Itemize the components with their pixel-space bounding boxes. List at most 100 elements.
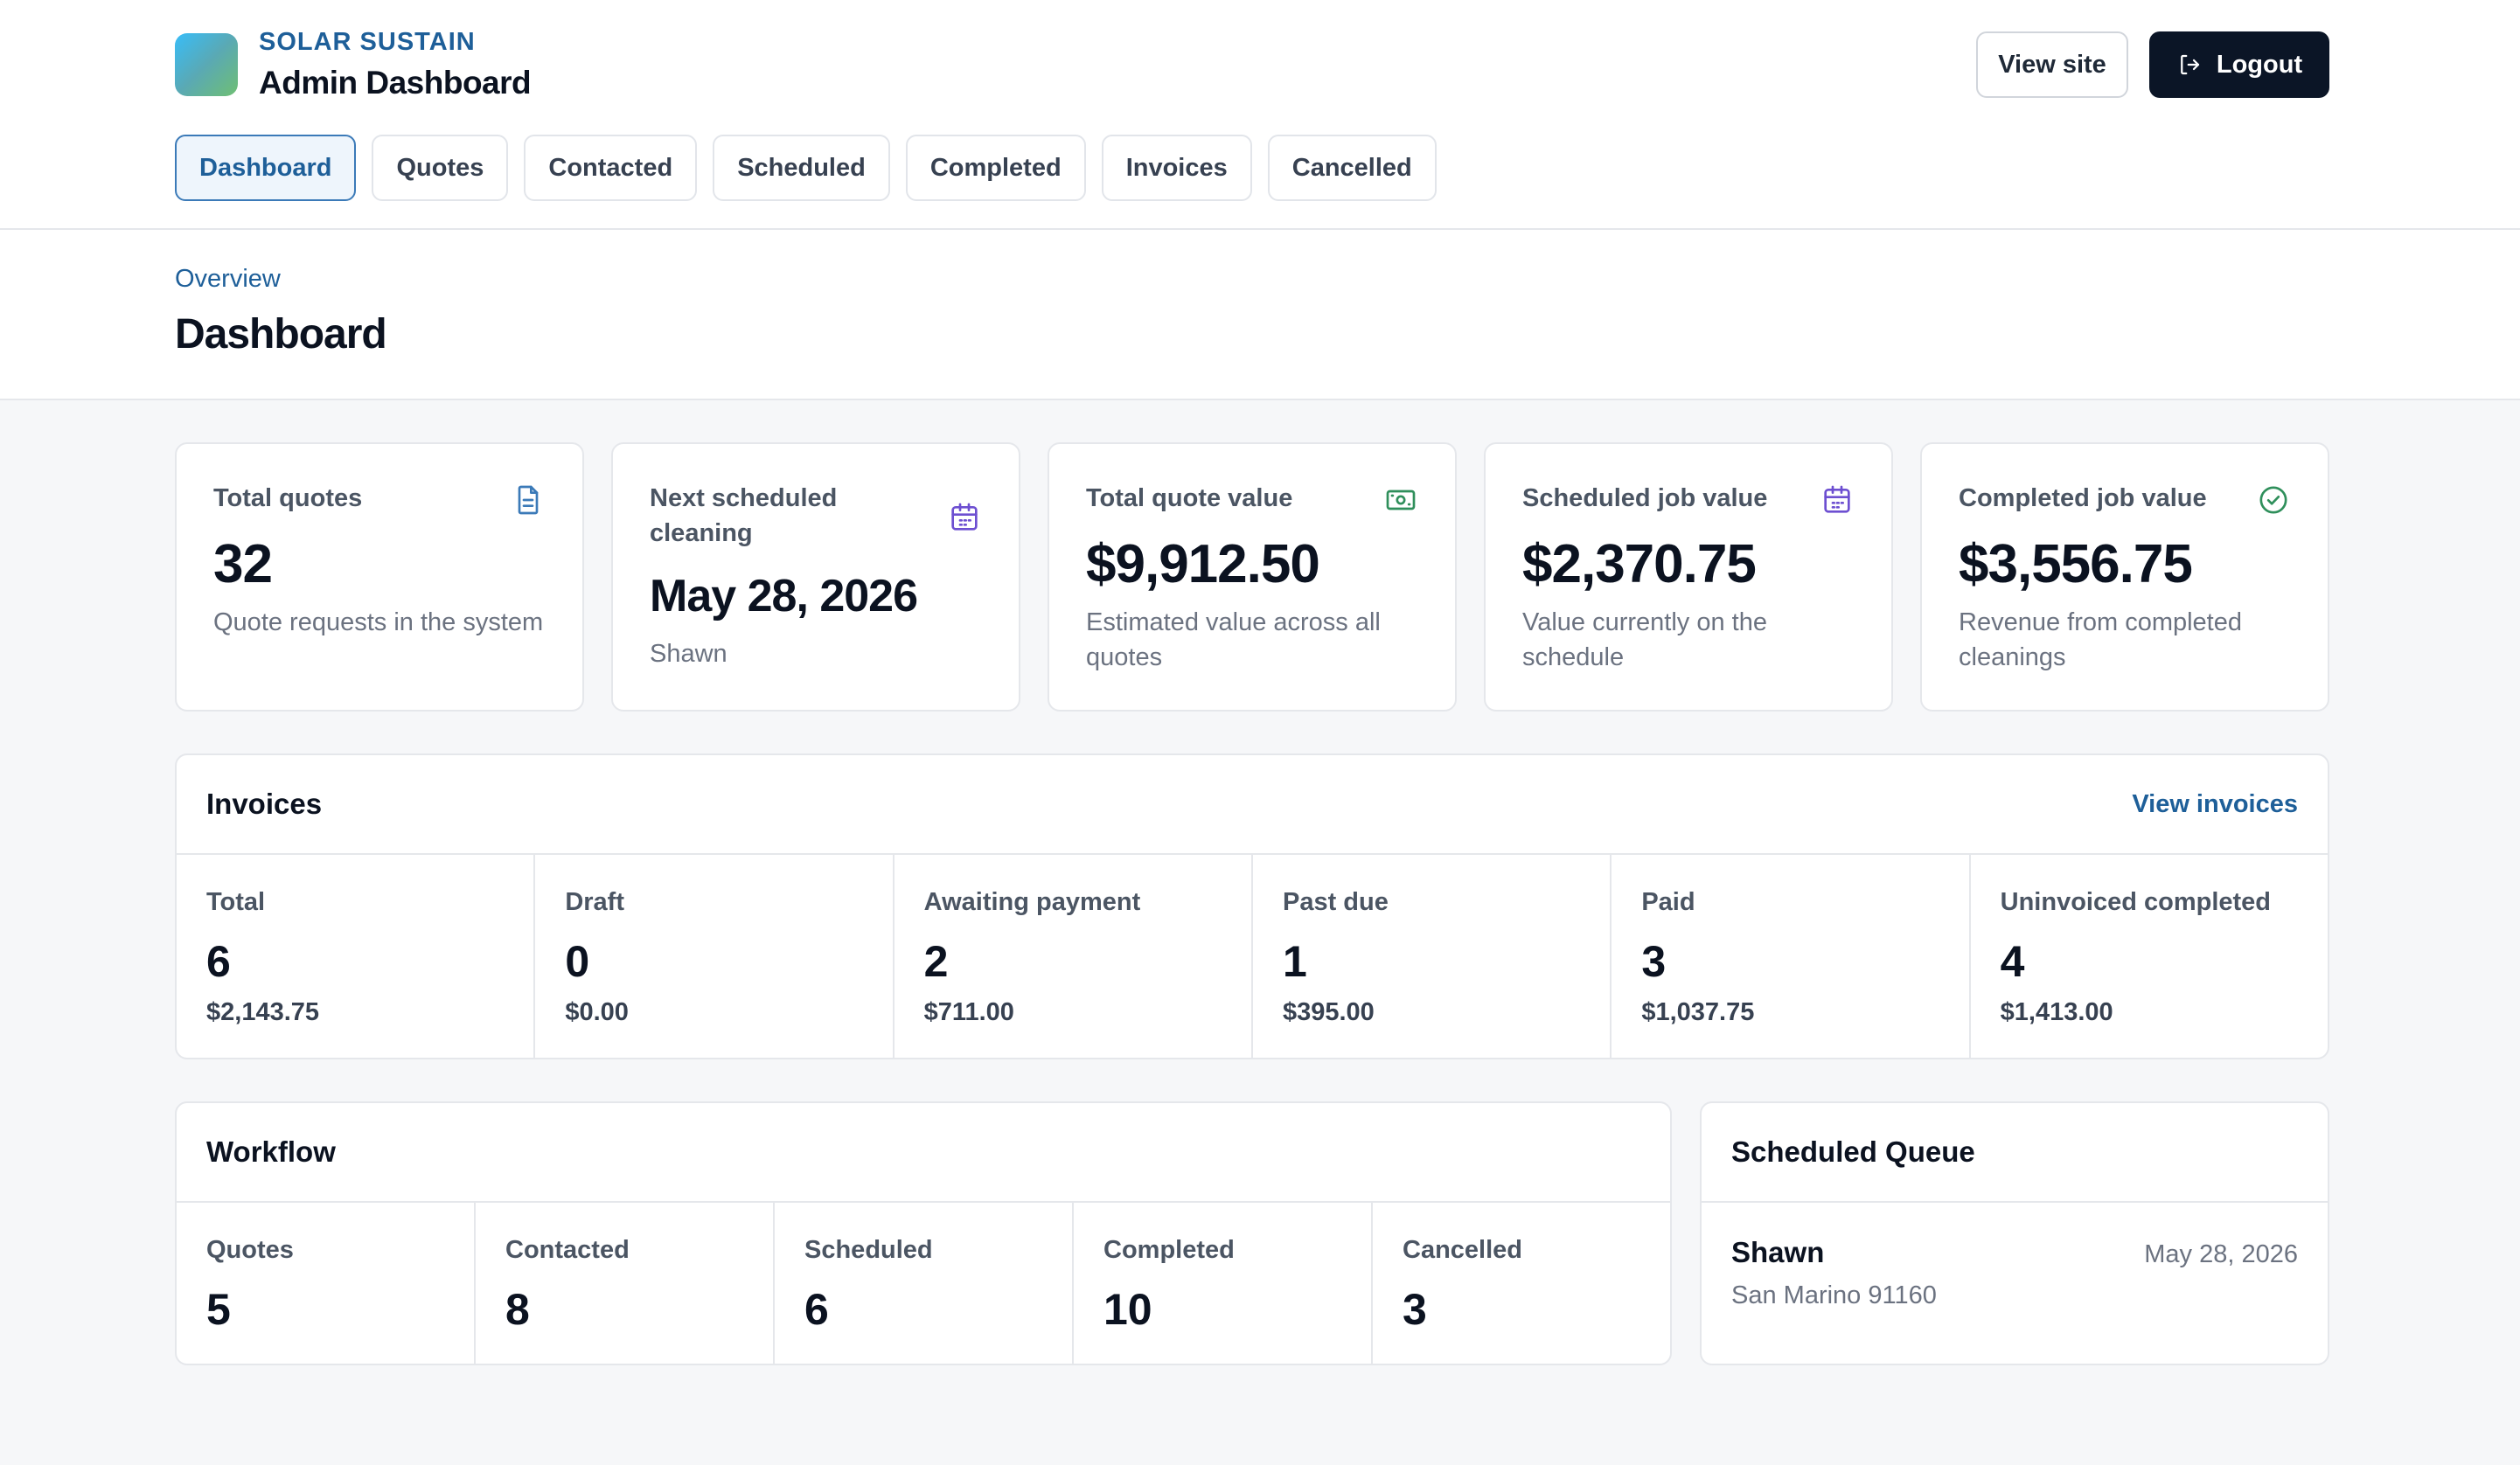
logout-button[interactable]: Logout xyxy=(2149,31,2329,98)
stat-description: Revenue from completed cleanings xyxy=(1959,608,2242,671)
stat-label: Total quote value xyxy=(1086,484,1293,512)
workflow-stat-label: Quotes xyxy=(206,1236,294,1264)
invoice-stat-label: Paid xyxy=(1641,888,1695,916)
workflow-stat-label: Contacted xyxy=(505,1236,630,1264)
workflow-panel: Workflow Quotes 5 Contacted 8 Scheduled … xyxy=(175,1101,1672,1365)
stat-label: Total quotes xyxy=(213,484,363,512)
invoice-stat-amount: $1,413.00 xyxy=(2000,998,2113,1026)
invoice-stat-awaiting-payment[interactable]: Awaiting payment 2 $711.00 xyxy=(895,855,1253,1058)
invoice-stat-paid[interactable]: Paid 3 $1,037.75 xyxy=(1612,855,1971,1058)
workflow-stat-count: 10 xyxy=(1103,1285,1152,1334)
stat-card-next-cleaning: Next scheduled cleaning May 28, 2026 Sha… xyxy=(611,442,1020,712)
stat-label: Next scheduled cleaning xyxy=(650,484,838,547)
calendar-icon xyxy=(1824,485,1850,513)
brand[interactable]: SOLAR SUSTAIN Admin Dashboard xyxy=(175,26,532,103)
invoice-stat-label: Past due xyxy=(1282,888,1389,916)
invoices-header: Invoices View invoices xyxy=(177,755,2328,855)
stat-description: Shawn xyxy=(650,640,727,668)
invoice-stat-count: 3 xyxy=(1641,937,1667,986)
stat-description: Value currently on the schedule xyxy=(1522,608,1767,671)
invoice-stat-amount: $1,037.75 xyxy=(1641,998,1755,1026)
workflow-header: Workflow xyxy=(177,1103,1670,1203)
stat-value: May 28, 2026 xyxy=(650,571,918,621)
stat-label: Scheduled job value xyxy=(1522,484,1768,512)
workflow-stat-label: Completed xyxy=(1103,1236,1235,1264)
queue-item-address: San Marino 91160 xyxy=(1731,1281,1937,1309)
invoice-stat-amount: $0.00 xyxy=(565,998,629,1026)
stat-label: Completed job value xyxy=(1959,484,2207,512)
invoice-stat-count: 0 xyxy=(565,937,590,986)
invoices-panel: Invoices View invoices Total 6 $2,143.75… xyxy=(175,753,2329,1059)
logout-icon xyxy=(2181,54,2199,75)
invoice-stat-draft[interactable]: Draft 0 $0.00 xyxy=(535,855,895,1058)
view-invoices-link[interactable]: View invoices xyxy=(2132,789,2298,818)
workflow-stat-count: 6 xyxy=(804,1285,829,1334)
brand-name: SOLAR SUSTAIN xyxy=(259,28,476,56)
invoice-stat-total[interactable]: Total 6 $2,143.75 xyxy=(177,855,536,1058)
stat-card-total-quotes: Total quotes 32 Quote requests in the sy… xyxy=(175,442,584,712)
logout-label: Logout xyxy=(2216,50,2303,79)
invoice-stat-count: 6 xyxy=(206,937,231,986)
brand-text: SOLAR SUSTAIN Admin Dashboard xyxy=(259,26,532,103)
workflow-stat-count: 3 xyxy=(1403,1285,1427,1334)
workflow-stat-cancelled[interactable]: Cancelled 3 xyxy=(1373,1203,1670,1364)
stat-value: $3,556.75 xyxy=(1959,534,2193,594)
tab-dashboard[interactable]: Dashboard xyxy=(175,135,357,201)
workflow-stat-label: Cancelled xyxy=(1403,1236,1522,1264)
workflow-title: Workflow xyxy=(206,1135,336,1168)
invoice-stat-count: 1 xyxy=(1282,937,1307,986)
stat-description: Quote requests in the system xyxy=(213,608,544,636)
view-site-button[interactable]: View site xyxy=(1976,31,2128,98)
invoice-stat-count: 2 xyxy=(923,937,949,986)
document-icon xyxy=(518,485,539,515)
tab-cancelled[interactable]: Cancelled xyxy=(1267,135,1437,201)
stat-value: $9,912.50 xyxy=(1086,534,1320,594)
invoice-stat-amount: $2,143.75 xyxy=(206,998,320,1026)
stat-card-completed-job-value: Completed job value $3,556.75 Revenue fr… xyxy=(1920,442,2329,712)
nav-tabs: Dashboard Quotes Contacted Scheduled Com… xyxy=(175,135,1437,201)
breadcrumb: Overview xyxy=(175,265,281,293)
invoice-stat-label: Total xyxy=(206,888,266,916)
stat-value: $2,370.75 xyxy=(1522,534,1757,594)
tab-scheduled[interactable]: Scheduled xyxy=(713,135,890,201)
workflow-stats: Quotes 5 Contacted 8 Scheduled 6 Complet… xyxy=(177,1203,1670,1364)
invoice-stat-label: Draft xyxy=(565,888,624,916)
queue-item-top: Shawn May 28, 2026 xyxy=(1731,1236,2298,1269)
invoices-title: Invoices xyxy=(206,788,323,820)
tab-contacted[interactable]: Contacted xyxy=(524,135,698,201)
queue-title: Scheduled Queue xyxy=(1731,1135,1975,1168)
workflow-stat-completed[interactable]: Completed 10 xyxy=(1074,1203,1373,1364)
invoice-stat-count: 4 xyxy=(2000,937,2025,986)
queue-header: Scheduled Queue xyxy=(1702,1103,2328,1203)
stat-card-total-quote-value: Total quote value $9,912.50 Estimated va… xyxy=(1048,442,1457,712)
workflow-stat-contacted[interactable]: Contacted 8 xyxy=(476,1203,775,1364)
workflow-stat-count: 5 xyxy=(206,1285,231,1334)
queue-item-name: Shawn xyxy=(1731,1236,1825,1268)
invoice-stat-amount: $711.00 xyxy=(923,998,1014,1026)
tab-invoices[interactable]: Invoices xyxy=(1101,135,1252,201)
invoice-stat-uninvoiced-completed[interactable]: Uninvoiced completed 4 $1,413.00 xyxy=(1971,855,2328,1058)
scheduled-queue-panel: Scheduled Queue Shawn May 28, 2026 San M… xyxy=(1700,1101,2329,1365)
stat-value: 32 xyxy=(213,534,273,594)
page-header: Overview Dashboard xyxy=(0,230,2520,400)
tab-completed[interactable]: Completed xyxy=(905,135,1086,201)
workflow-stat-quotes[interactable]: Quotes 5 xyxy=(177,1203,476,1364)
top-header: SOLAR SUSTAIN Admin Dashboard View site … xyxy=(0,0,2520,230)
queue-item-date: May 28, 2026 xyxy=(2144,1240,2298,1268)
workflow-stat-count: 8 xyxy=(505,1285,530,1334)
invoice-stat-past-due[interactable]: Past due 1 $395.00 xyxy=(1253,855,1612,1058)
stat-description: Estimated value across all quotes xyxy=(1086,608,1381,671)
invoice-stats: Total 6 $2,143.75 Draft 0 $0.00 Awaiting… xyxy=(177,855,2328,1058)
tab-quotes[interactable]: Quotes xyxy=(372,135,509,201)
workflow-stat-scheduled[interactable]: Scheduled 6 xyxy=(775,1203,1074,1364)
queue-item[interactable]: Shawn May 28, 2026 San Marino 91160 xyxy=(1702,1203,2328,1343)
invoice-stat-label: Uninvoiced completed xyxy=(2000,888,2272,916)
invoice-stat-label: Awaiting payment xyxy=(923,888,1141,916)
workflow-stat-label: Scheduled xyxy=(804,1236,933,1264)
brand-logo xyxy=(175,33,238,96)
brand-subtitle: Admin Dashboard xyxy=(259,65,532,101)
invoice-stat-amount: $395.00 xyxy=(1282,998,1375,1026)
check-circle-icon xyxy=(2259,486,2287,514)
cash-icon xyxy=(1386,489,1416,510)
calendar-icon xyxy=(951,503,978,531)
